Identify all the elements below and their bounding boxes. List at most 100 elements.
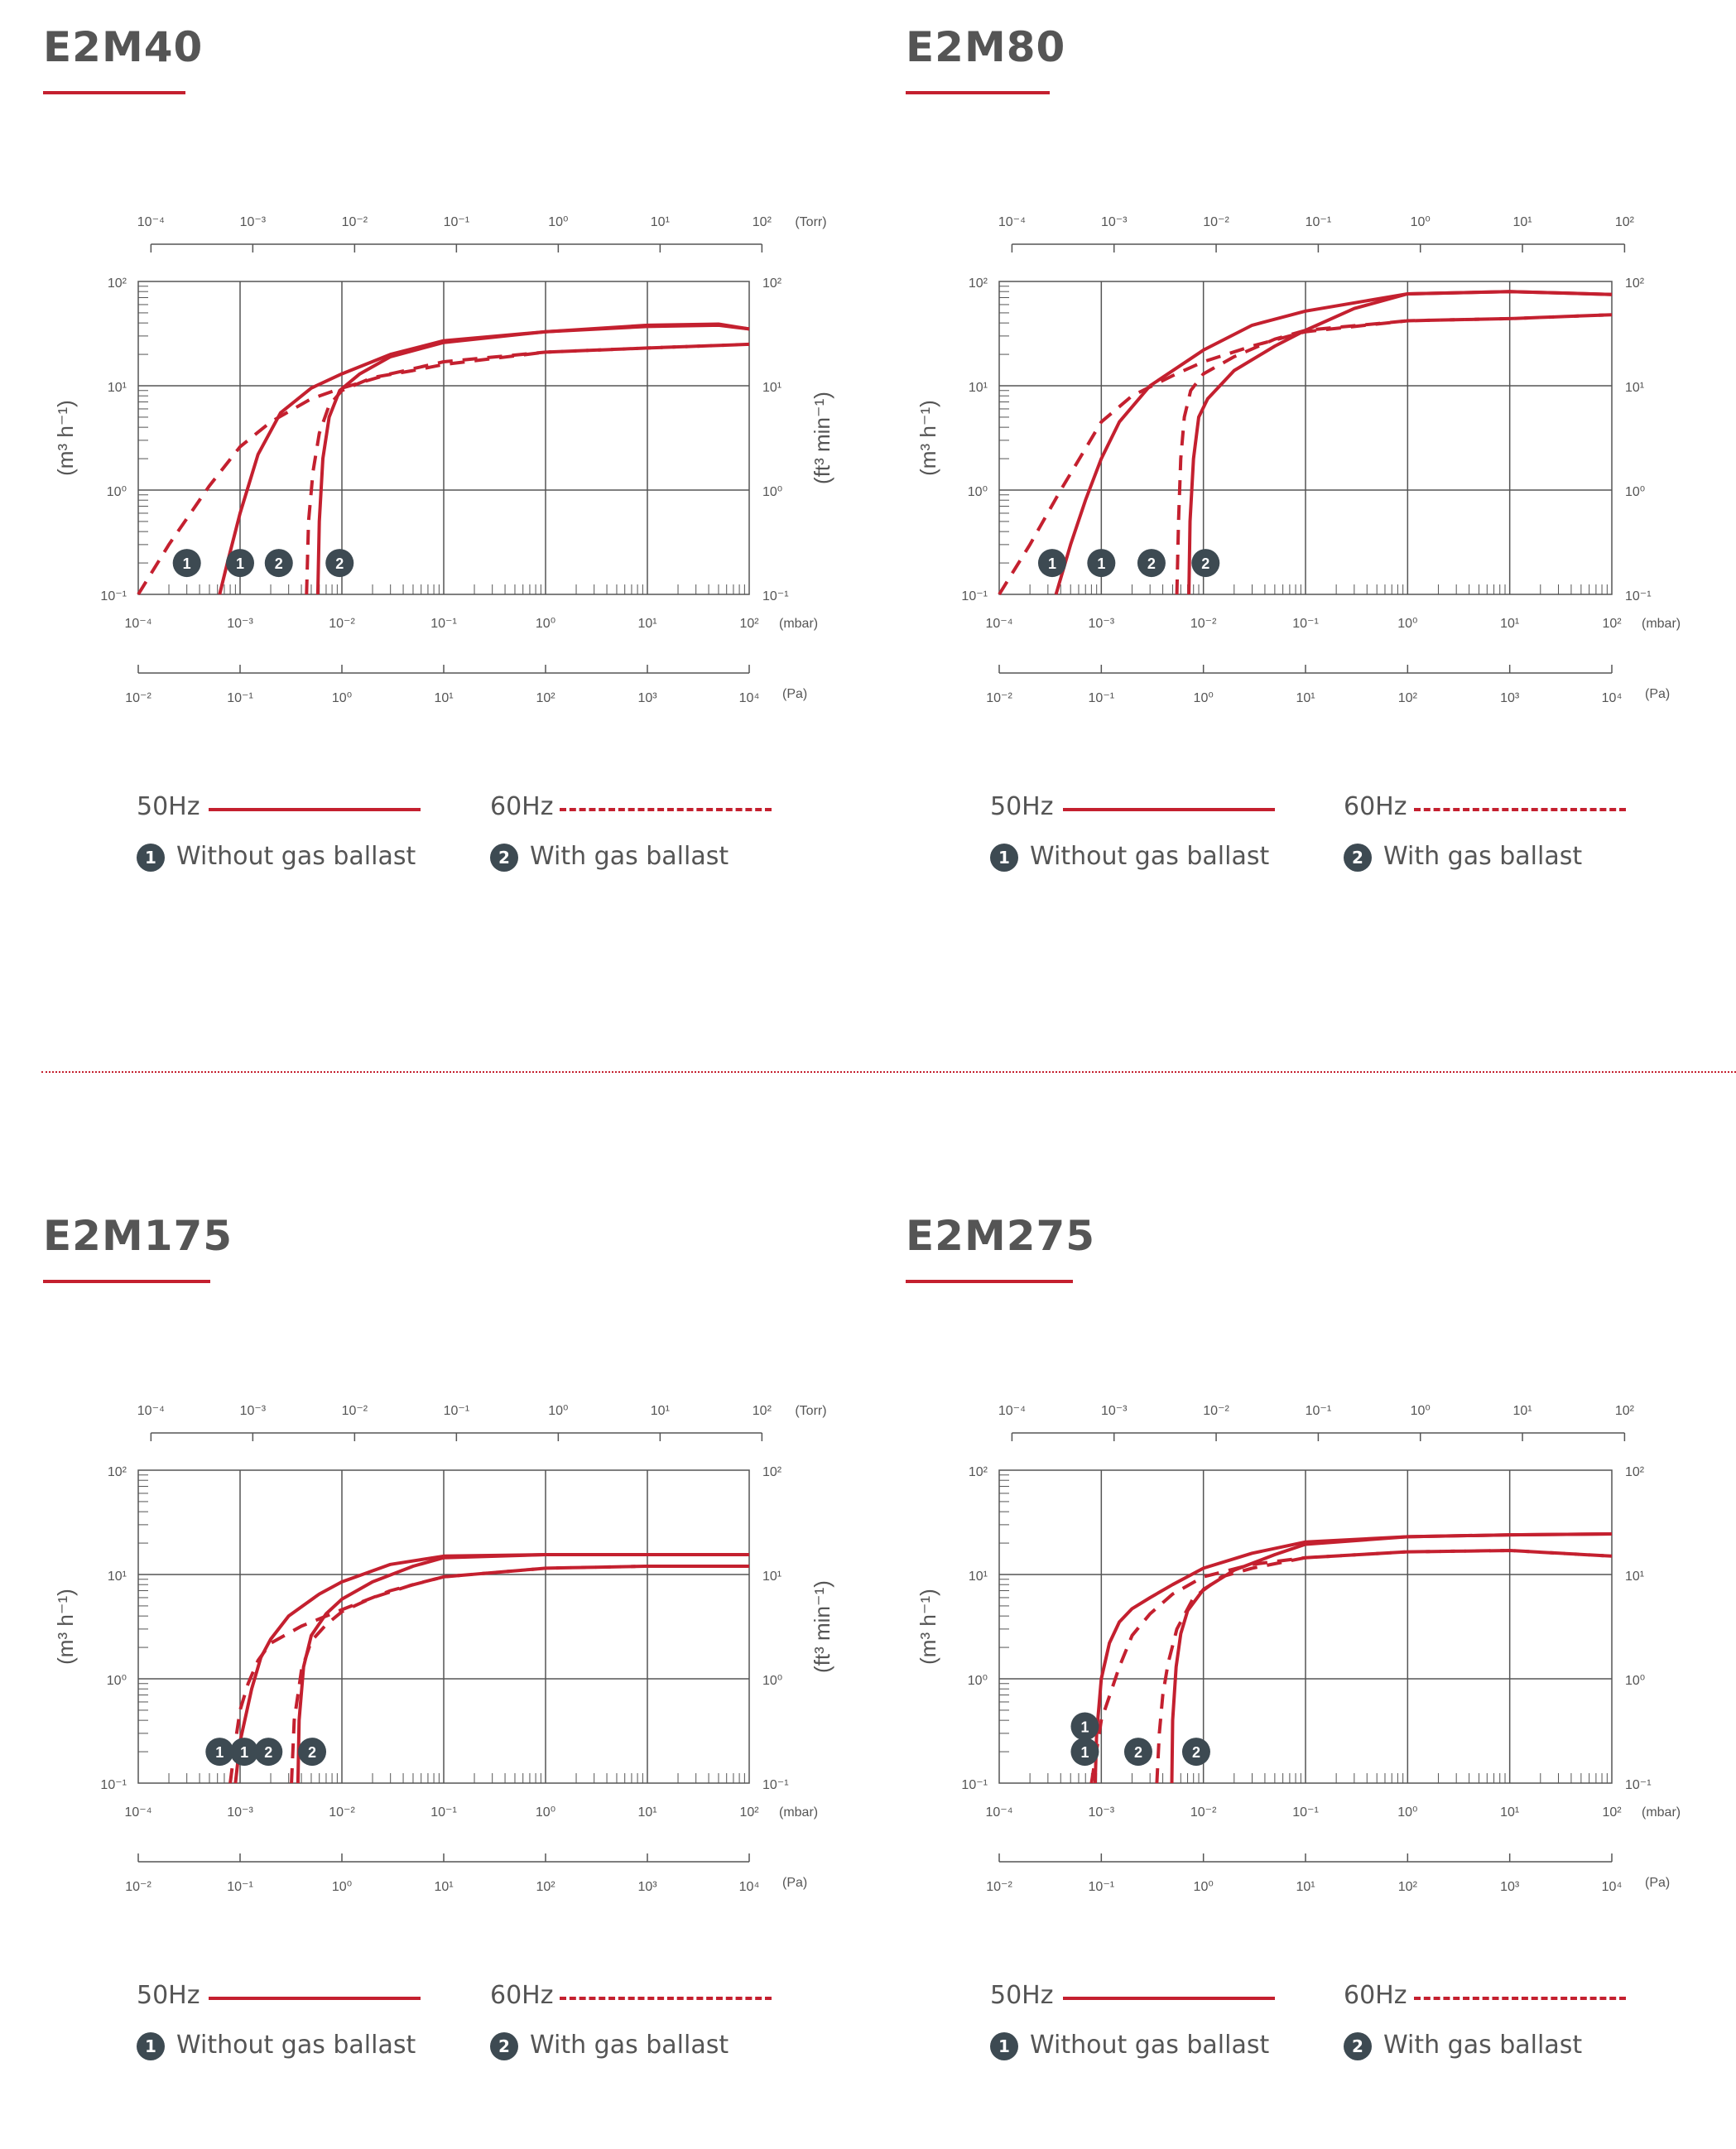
torr-tick-label: 10⁻³ [1101, 1404, 1128, 1418]
curve-badge [264, 549, 293, 578]
mbar-tick-label: 10⁰ [1397, 1805, 1417, 1820]
y-tick-label-right: 10⁻¹ [762, 589, 789, 603]
torr-tick-label: 10⁻⁴ [137, 1404, 165, 1418]
curve-badge-label: 2 [1192, 1744, 1200, 1761]
y-axis-title-left: (m³ h⁻¹) [916, 1589, 940, 1665]
torr-unit-label: (Torr) [795, 1404, 826, 1418]
series-line-50hz [315, 322, 750, 595]
mbar-tick-label: 10² [739, 1805, 759, 1820]
chart-panel-e2m40: E2M40 10⁻¹ 10⁻¹ 10⁰ 10⁰ 10¹ 10¹ 10² 10² 10⁻⁴ 10⁻³… [25, 8, 861, 960]
mbar-unit-label: (mbar) [1642, 1805, 1681, 1820]
pa-tick-label: 10² [536, 691, 555, 705]
curve-badge-label: 1 [1097, 555, 1105, 572]
section-divider [41, 1071, 1736, 1073]
title-underline [43, 1280, 210, 1283]
pa-unit-label: (Pa) [1645, 1876, 1670, 1890]
mbar-tick-label: 10⁻¹ [430, 617, 457, 631]
y-tick-label-left: 10⁰ [968, 1674, 988, 1688]
y-tick-label-right: 10⁰ [1625, 485, 1645, 499]
torr-tick-label: 10⁰ [1411, 215, 1431, 229]
curve-badge [230, 1738, 259, 1767]
curve-badge [1070, 1738, 1099, 1767]
chart-svg: 10⁻¹ 10⁻¹ 10⁰ 10⁰ 10¹ 10¹ 10² 10² 10⁻⁴ 10⁻³ 10⁻² 10… [916, 215, 1681, 705]
curve-badge-label: 2 [1147, 555, 1156, 572]
series-line-60hz [305, 342, 750, 595]
chart-title: E2M275 [906, 1212, 1096, 1260]
y-tick-label-right: 10⁻¹ [1625, 1778, 1652, 1792]
torr-tick-label: 10⁻² [1203, 1404, 1229, 1418]
torr-tick-label: 10² [753, 215, 772, 229]
mbar-unit-label: (mbar) [779, 617, 818, 631]
pa-tick-label: 10¹ [1296, 1880, 1315, 1894]
y-tick-label-left: 10⁰ [107, 1674, 127, 1688]
torr-tick-label: 10⁻³ [1101, 215, 1128, 229]
curve-badge-label: 2 [275, 555, 283, 572]
y-tick-label-right: 10⁰ [1625, 1674, 1645, 1688]
chart-svg: 10⁻¹ 10⁻¹ 10⁰ 10⁰ 10¹ 10¹ 10² 10² 10⁻⁴ 10⁻³ 10⁻² 10… [916, 1404, 1681, 1894]
pa-tick-label: 10⁴ [1602, 1880, 1623, 1894]
torr-tick-label: 10⁻¹ [1306, 1404, 1332, 1418]
pa-tick-label: 10⁰ [1194, 1880, 1214, 1894]
curve-badge [1070, 1712, 1099, 1741]
y-tick-label-left: 10⁰ [107, 485, 127, 499]
curve-badge [1181, 1738, 1210, 1767]
pa-tick-label: 10⁻¹ [227, 691, 253, 705]
mbar-tick-label: 10¹ [637, 1805, 656, 1820]
chart-panel-e2m175: E2M175 10⁻¹ 10⁻¹ 10⁰ 10⁰ 10¹ 10¹ 10² 10² 10⁻⁴ 10⁻… [25, 1197, 861, 2149]
pa-tick-label: 10² [1398, 1880, 1418, 1894]
torr-tick-label: 10⁻³ [240, 1404, 267, 1418]
y-axis-title-right: (ft³ min⁻¹) [810, 1580, 834, 1673]
curve-badge [298, 1738, 327, 1767]
curve-badge [1037, 549, 1066, 578]
pa-tick-label: 10⁰ [1194, 691, 1214, 705]
mbar-tick-label: 10⁻⁴ [124, 617, 151, 631]
pa-unit-label: (Pa) [782, 687, 807, 701]
series-line-50hz [1187, 290, 1613, 595]
y-tick-label-right: 10⁰ [762, 485, 782, 499]
curve-badge [1123, 1738, 1152, 1767]
curve-badge [254, 1738, 283, 1767]
y-tick-label-left: 10² [108, 1465, 127, 1479]
curve-badge [1087, 549, 1116, 578]
y-tick-label-left: 10⁻¹ [961, 589, 988, 603]
torr-tick-label: 10¹ [651, 215, 670, 229]
mbar-tick-label: 10¹ [1500, 617, 1519, 631]
torr-unit-label: (Torr) [795, 215, 826, 229]
torr-tick-label: 10¹ [1512, 1404, 1532, 1418]
torr-tick-label: 10⁻⁴ [137, 215, 165, 229]
curve-badge [1191, 549, 1220, 578]
y-tick-label-left: 10¹ [969, 381, 988, 395]
mbar-unit-label: (mbar) [779, 1805, 818, 1820]
y-tick-label-left: 10⁰ [968, 485, 988, 499]
pa-tick-label: 10⁰ [332, 1880, 352, 1894]
pa-tick-label: 10⁻¹ [1089, 1880, 1115, 1894]
mbar-unit-label: (mbar) [1642, 617, 1681, 631]
y-tick-label-right: 10¹ [1625, 1570, 1644, 1584]
pa-tick-label: 10⁻² [125, 691, 151, 705]
y-tick-label-left: 10² [969, 1465, 988, 1479]
mbar-tick-label: 10⁻³ [1089, 617, 1115, 631]
torr-tick-label: 10⁻⁴ [998, 1404, 1026, 1418]
title-underline [43, 91, 185, 94]
chart-panel-e2m80: E2M80 10⁻¹ 10⁻¹ 10⁰ 10⁰ 10¹ 10¹ 10² 10² 10⁻⁴ 10⁻³… [887, 8, 1724, 960]
chart-title: E2M80 [906, 23, 1066, 71]
mbar-tick-label: 10⁰ [536, 617, 555, 631]
pa-tick-label: 10³ [637, 1880, 657, 1894]
chart-panel-e2m275: E2M275 10⁻¹ 10⁻¹ 10⁰ 10⁰ 10¹ 10¹ 10² 10² 10⁻⁴ 10⁻… [887, 1197, 1724, 2149]
curve-badge-label: 1 [1080, 1719, 1089, 1735]
torr-tick-label: 10² [753, 1404, 772, 1418]
mbar-tick-label: 10² [1602, 617, 1622, 631]
curve-badge-label: 1 [240, 1744, 248, 1761]
y-tick-label-right: 10² [762, 1465, 782, 1479]
torr-tick-label: 10⁻³ [240, 215, 267, 229]
y-tick-label-left: 10⁻¹ [100, 589, 127, 603]
y-tick-label-left: 10¹ [969, 1570, 988, 1584]
curve-badge-label: 1 [236, 555, 244, 572]
series-line-60hz [1089, 1549, 1613, 1784]
pa-tick-label: 10⁻² [986, 691, 1012, 705]
y-tick-label-right: 10² [1625, 276, 1645, 291]
mbar-tick-label: 10⁻² [1190, 1805, 1217, 1820]
curve-badge-label: 2 [335, 555, 344, 572]
y-tick-label-right: 10⁻¹ [1625, 589, 1652, 603]
y-tick-label-right: 10¹ [1625, 381, 1644, 395]
